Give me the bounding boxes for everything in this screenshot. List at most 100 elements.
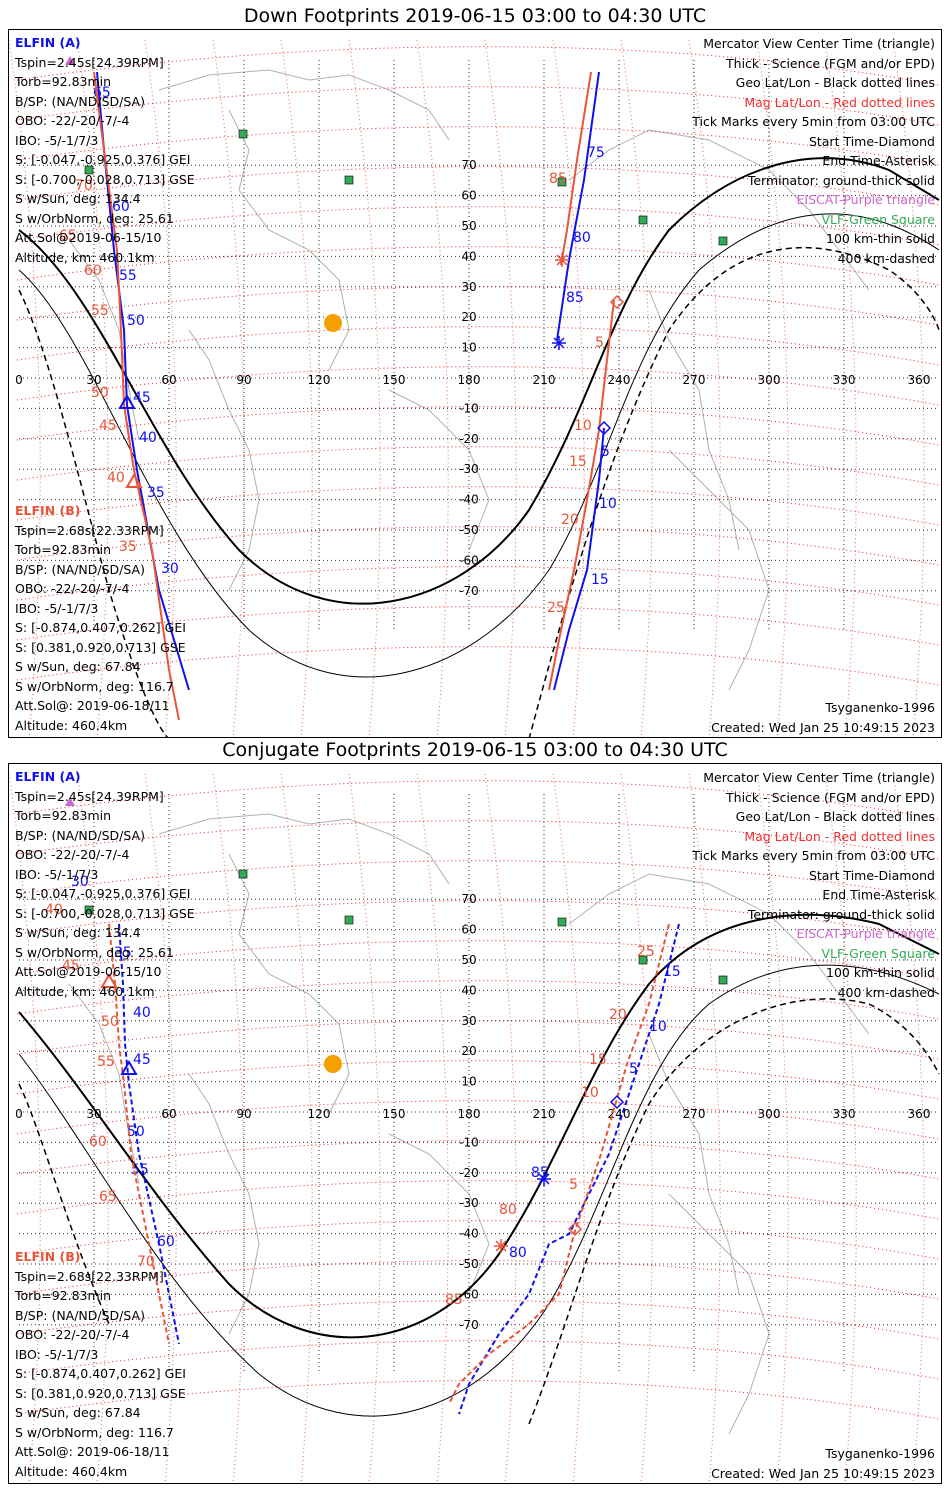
mag-lon-line <box>144 773 177 1483</box>
lon-tick-label: 360 <box>908 1107 931 1121</box>
lat-tick-label: 10 <box>461 341 476 355</box>
lat-tick-label: 20 <box>461 310 476 324</box>
end-time-asterisk-icon <box>555 253 569 267</box>
mag-lon-line <box>76 773 109 1483</box>
mag-lat-line <box>16 860 940 900</box>
lon-tick-label: 210 <box>533 1107 556 1121</box>
elfin-a-label: ELFIN (A) <box>15 769 81 784</box>
elfin-a-line: S: [-0.700,-0.028,0.713] GSE <box>15 171 195 187</box>
mag-lon-line <box>348 39 381 737</box>
tick-time-label: 70 <box>137 1254 155 1270</box>
mag-lon-line <box>688 773 721 1483</box>
mag-lon-line <box>280 39 313 737</box>
lat-tick-label: 70 <box>461 158 476 172</box>
mag-lat-line <box>16 900 940 940</box>
tick-time-label: 60 <box>84 263 102 279</box>
mag-lat-line <box>16 606 940 646</box>
eiscat-icon <box>65 56 75 65</box>
elfin-a-track-south-2 <box>553 427 605 691</box>
mag-lat-line <box>16 1140 940 1180</box>
tick-time-label: 30 <box>71 874 89 890</box>
tick-time-label: 10 <box>649 1019 667 1035</box>
elfin-a-line: S w/OrbNorm, deg: 25.61 <box>15 210 174 226</box>
mag-lat-line <box>16 1100 940 1140</box>
coastline <box>188 1073 260 1335</box>
lat-tick-label: 10 <box>461 1075 476 1089</box>
lat-tick-label: -10 <box>459 1135 479 1149</box>
legend-line: Terminator: ground-thick solid <box>747 172 935 188</box>
tick-time-label: 40 <box>107 470 125 486</box>
mag-lat-line <box>16 980 940 1020</box>
lon-tick-label: 270 <box>683 1107 706 1121</box>
elfin-b-line: Altitude: 460.4km <box>15 717 128 733</box>
lat-tick-label: 40 <box>461 249 476 263</box>
lat-tick-label: 50 <box>461 953 476 967</box>
elfin-b-line: IBO: -5/-1/7/3 <box>15 1346 99 1362</box>
lon-tick-label: 90 <box>236 1107 251 1121</box>
coastline <box>648 1033 740 1295</box>
end-time-asterisk-icon <box>537 1172 551 1186</box>
mag-lon-line <box>756 773 789 1483</box>
mag-lon-line <box>688 39 721 737</box>
lat-tick-label: -40 <box>459 1227 479 1241</box>
mag-lat-line <box>16 206 940 246</box>
coastline <box>158 69 450 141</box>
mag-lat-line <box>16 406 940 446</box>
lon-tick-label: 360 <box>908 373 931 387</box>
tick-time-label: 55 <box>97 1054 115 1070</box>
lat-tick-label: -40 <box>459 493 479 507</box>
mag-lat-line <box>16 366 940 406</box>
sun-icon <box>324 314 342 332</box>
terminator-ground <box>18 157 940 605</box>
tick-time-label: 45 <box>99 418 117 434</box>
elfin-b-line: S w/Sun, deg: 67.84 <box>15 1405 141 1420</box>
mag-lat-line <box>16 1340 940 1380</box>
elfin-a-line: Tspin=2.45s[24.39RPM] <box>15 54 164 70</box>
terminator-400km <box>18 289 169 737</box>
lat-tick-label: -10 <box>459 401 479 415</box>
created-label: Created: Wed Jan 25 10:49:15 2023 <box>711 719 935 735</box>
tick-time-label: 45 <box>133 1052 151 1068</box>
elfin-a-line: S w/OrbNorm, deg: 25.61 <box>15 944 174 960</box>
elfin-b-track-north <box>93 71 180 721</box>
elfin-a-label: ELFIN (A) <box>15 35 81 50</box>
mag-lat-line <box>16 1380 940 1420</box>
mag-lon-line <box>76 39 109 737</box>
mag-lat-line <box>16 446 940 486</box>
elfin-a-line: Att.Sol@2019-06-15/10 <box>15 964 162 979</box>
created-label: Created: Wed Jan 25 10:49:15 2023 <box>711 1465 935 1481</box>
elfin-a-line: Tspin=2.45s[24.39RPM] <box>15 788 164 804</box>
mag-lat-line <box>16 1060 940 1100</box>
mag-lon-line <box>280 773 313 1483</box>
elfin-b-line: OBO: -22/-20/-7/-4 <box>15 581 130 596</box>
elfin-a-line: OBO: -22/-20/-7/-4 <box>15 113 130 128</box>
tick-time-label: 35 <box>119 539 137 555</box>
top-footprint-panel: 0 30 60 90 120 150 180 210 240 270 300 330 360 70 60 50… <box>8 29 942 738</box>
mag-lat-line <box>16 86 940 126</box>
elfin-a-line: S w/Sun, deg: 134.4 <box>15 925 141 940</box>
mag-lon-line <box>416 773 449 1483</box>
elfin-a-line: IBO: -5/-1/7/3 <box>15 866 99 882</box>
legend-line: Geo Lat/Lon - Black dotted lines <box>735 809 935 824</box>
mag-lat-line <box>16 526 940 566</box>
tick-time-label: 55 <box>119 268 137 284</box>
mag-lon-line <box>552 773 585 1483</box>
elfin-a-line: Altitude, km: 460.1km <box>15 983 155 999</box>
legend-line: EISCAT-Purple triangle <box>796 926 935 941</box>
legend-line: Mag Lat/Lon - Red dotted lines <box>744 828 935 844</box>
tick-time-label: 40 <box>133 1005 151 1021</box>
elfin-a-info: ELFIN (A) Tspin=2.45s[24.39RPM] Torb=92.… <box>15 33 195 267</box>
start-time-diamond-icon <box>609 1094 625 1110</box>
elfin-b-label: ELFIN (B) <box>15 503 81 518</box>
elfin-a-line: Torb=92.83min <box>15 74 112 89</box>
elfin-b-track-south <box>560 71 592 266</box>
lon-tick-label: 0 <box>15 373 23 387</box>
mag-lon-line <box>9 773 41 1483</box>
end-time-asterisk-icon <box>552 336 566 350</box>
tick-time-label: 15 <box>591 572 609 588</box>
elfin-a-line: S: [-0.047,-0.925,0.376] GEI <box>15 886 191 901</box>
vlf-station-icon <box>84 905 94 915</box>
elfin-b-track-south <box>448 923 670 1405</box>
tick-time-label: 50 <box>127 1124 145 1140</box>
tick-time-label: 65 <box>59 228 77 244</box>
